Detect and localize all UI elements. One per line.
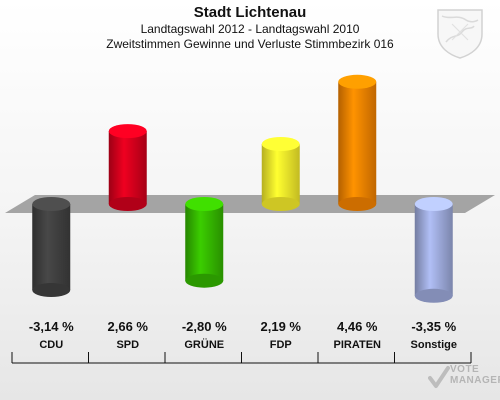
category-label: Sonstige [411,339,457,351]
bar-top-cap [261,136,300,151]
bar-spd [108,124,147,211]
bar-top-cap [338,74,377,89]
bar-body [185,204,224,281]
bar-body [414,204,453,296]
bar-sonstige [414,197,453,303]
chart-header: Stadt Lichtenau Landtagswahl 2012 - Land… [0,4,500,52]
bar-body [108,131,147,204]
bar-cdu [32,197,71,298]
bar-bottom-cap [185,273,224,288]
bar-body [32,204,71,291]
category-label: PIRATEN [334,339,382,351]
bar-bottom-cap [414,288,453,303]
value-label: -2,80 % [182,319,227,334]
bar-top-cap [32,197,71,211]
category-label: CDU [39,339,63,351]
bar-gr-ne [185,197,224,288]
value-label: 2,19 % [261,319,302,334]
bar-top-cap [108,124,147,139]
bar-top-cap [185,197,224,211]
bar-body [261,143,300,204]
checkmark-icon [428,366,450,388]
value-label: -3,14 % [29,319,74,334]
watermark-line-1: VOTE [450,364,480,375]
vote-manager-logo: VOTE MANAGER [428,364,500,394]
bar-body [338,81,377,204]
value-label: -3,35 % [411,319,456,334]
category-label: FDP [270,339,292,351]
value-label: 2,66 % [108,319,149,334]
category-label: SPD [116,339,139,351]
chart-subtitle: Landtagswahl 2012 - Landtagswahl 2010 [140,22,360,36]
bar-piraten [338,74,377,211]
bar-bottom-cap [32,283,71,298]
chart-subtitle-2: Zweitstimmen Gewinne und Verluste Stimmb… [106,37,394,51]
watermark-text: VOTE MANAGER [450,364,500,386]
bar-bottom-cap [338,197,377,211]
bar-bottom-cap [261,197,300,211]
watermark-line-2: MANAGER [450,375,500,386]
bar-fdp [261,136,300,211]
chart-title: Stadt Lichtenau [193,4,307,21]
value-label: 4,46 % [337,319,378,334]
bar-bottom-cap [108,197,147,211]
coat-of-arms-icon [437,9,483,59]
category-label: GRÜNE [184,338,224,351]
bar-top-cap [414,197,453,211]
